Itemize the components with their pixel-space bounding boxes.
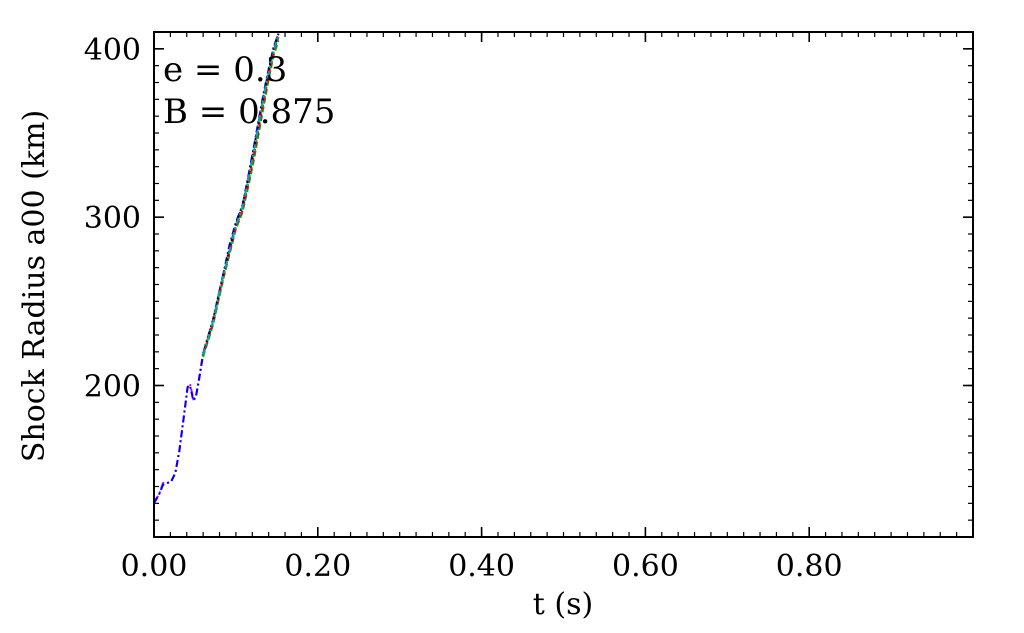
y-tick-label: 300 <box>84 201 141 236</box>
x-axis-title: t (s) <box>533 587 593 622</box>
x-tick-label: 0.60 <box>612 549 679 584</box>
series-layer <box>154 33 280 504</box>
x-tick-label: 0.20 <box>284 549 351 584</box>
y-tick-label: 200 <box>84 370 141 405</box>
x-tick-label: 0.80 <box>776 549 843 584</box>
x-tick-label: 0.40 <box>448 549 515 584</box>
plot-background <box>154 32 973 537</box>
x-tick-label: 0.00 <box>121 549 188 584</box>
y-tick-label: 400 <box>84 33 141 68</box>
y-tick-labels: 200 300 400 <box>84 33 141 405</box>
annotation-b: B = 0.875 <box>163 92 335 132</box>
annotation-e: e = 0.3 <box>163 50 287 90</box>
y-axis-title: Shock Radius a00 (km) <box>17 110 52 462</box>
x-tick-labels: 0.00 0.20 0.40 0.60 0.80 <box>121 549 843 584</box>
series-line-6 <box>202 35 280 356</box>
plot-frame <box>153 31 974 538</box>
